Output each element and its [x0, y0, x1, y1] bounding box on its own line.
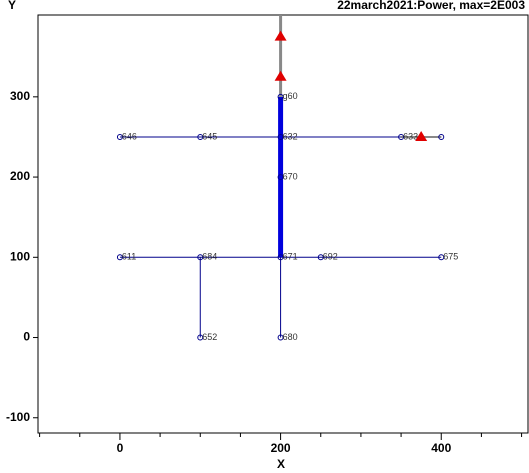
bus-label: 633 [403, 131, 418, 141]
bus-label: 632 [283, 131, 298, 141]
bus-node [398, 133, 405, 140]
bus-node [317, 254, 324, 261]
bus-label: 671 [283, 252, 298, 262]
x-axis-label: X [277, 457, 285, 471]
y-tick-label: 0 [23, 330, 30, 344]
y-tick-label: 100 [10, 249, 30, 263]
bus-node [197, 254, 204, 261]
bus-label: g60 [283, 91, 298, 101]
bus-node [438, 254, 445, 261]
y-tick-label: -100 [6, 410, 30, 424]
bus-node [277, 174, 284, 181]
marker-triangle [415, 130, 428, 141]
marker-triangle [274, 30, 287, 41]
bus-node [277, 334, 284, 341]
bus-node [116, 254, 123, 261]
x-tick-label: 400 [431, 441, 451, 455]
bus-node [438, 133, 445, 140]
x-tick-label: 0 [117, 441, 124, 455]
bus-label: 611 [122, 252, 136, 262]
bus-label: 670 [283, 171, 298, 181]
bus-label: 684 [202, 252, 217, 262]
bus-node [197, 133, 204, 140]
bus-label: 680 [283, 332, 298, 342]
chart-title: 22march2021:Power, max=2E003 [337, 0, 525, 12]
bus-label: 652 [202, 332, 217, 342]
marker-triangle [274, 70, 287, 81]
bus-node [197, 334, 204, 341]
y-tick-label: 300 [10, 89, 30, 103]
y-axis-label: Y [8, 0, 16, 12]
bus-label: 692 [323, 252, 338, 262]
y-tick-label: 200 [10, 169, 30, 183]
plot-frame [37, 14, 529, 434]
bus-label: 645 [202, 131, 217, 141]
x-tick-label: 200 [271, 441, 291, 455]
bus-label: 675 [443, 252, 458, 262]
bus-node [116, 133, 123, 140]
bus-label: 646 [122, 131, 137, 141]
bus-node [277, 254, 284, 261]
bus-node [277, 93, 284, 100]
bus-node [277, 133, 284, 140]
